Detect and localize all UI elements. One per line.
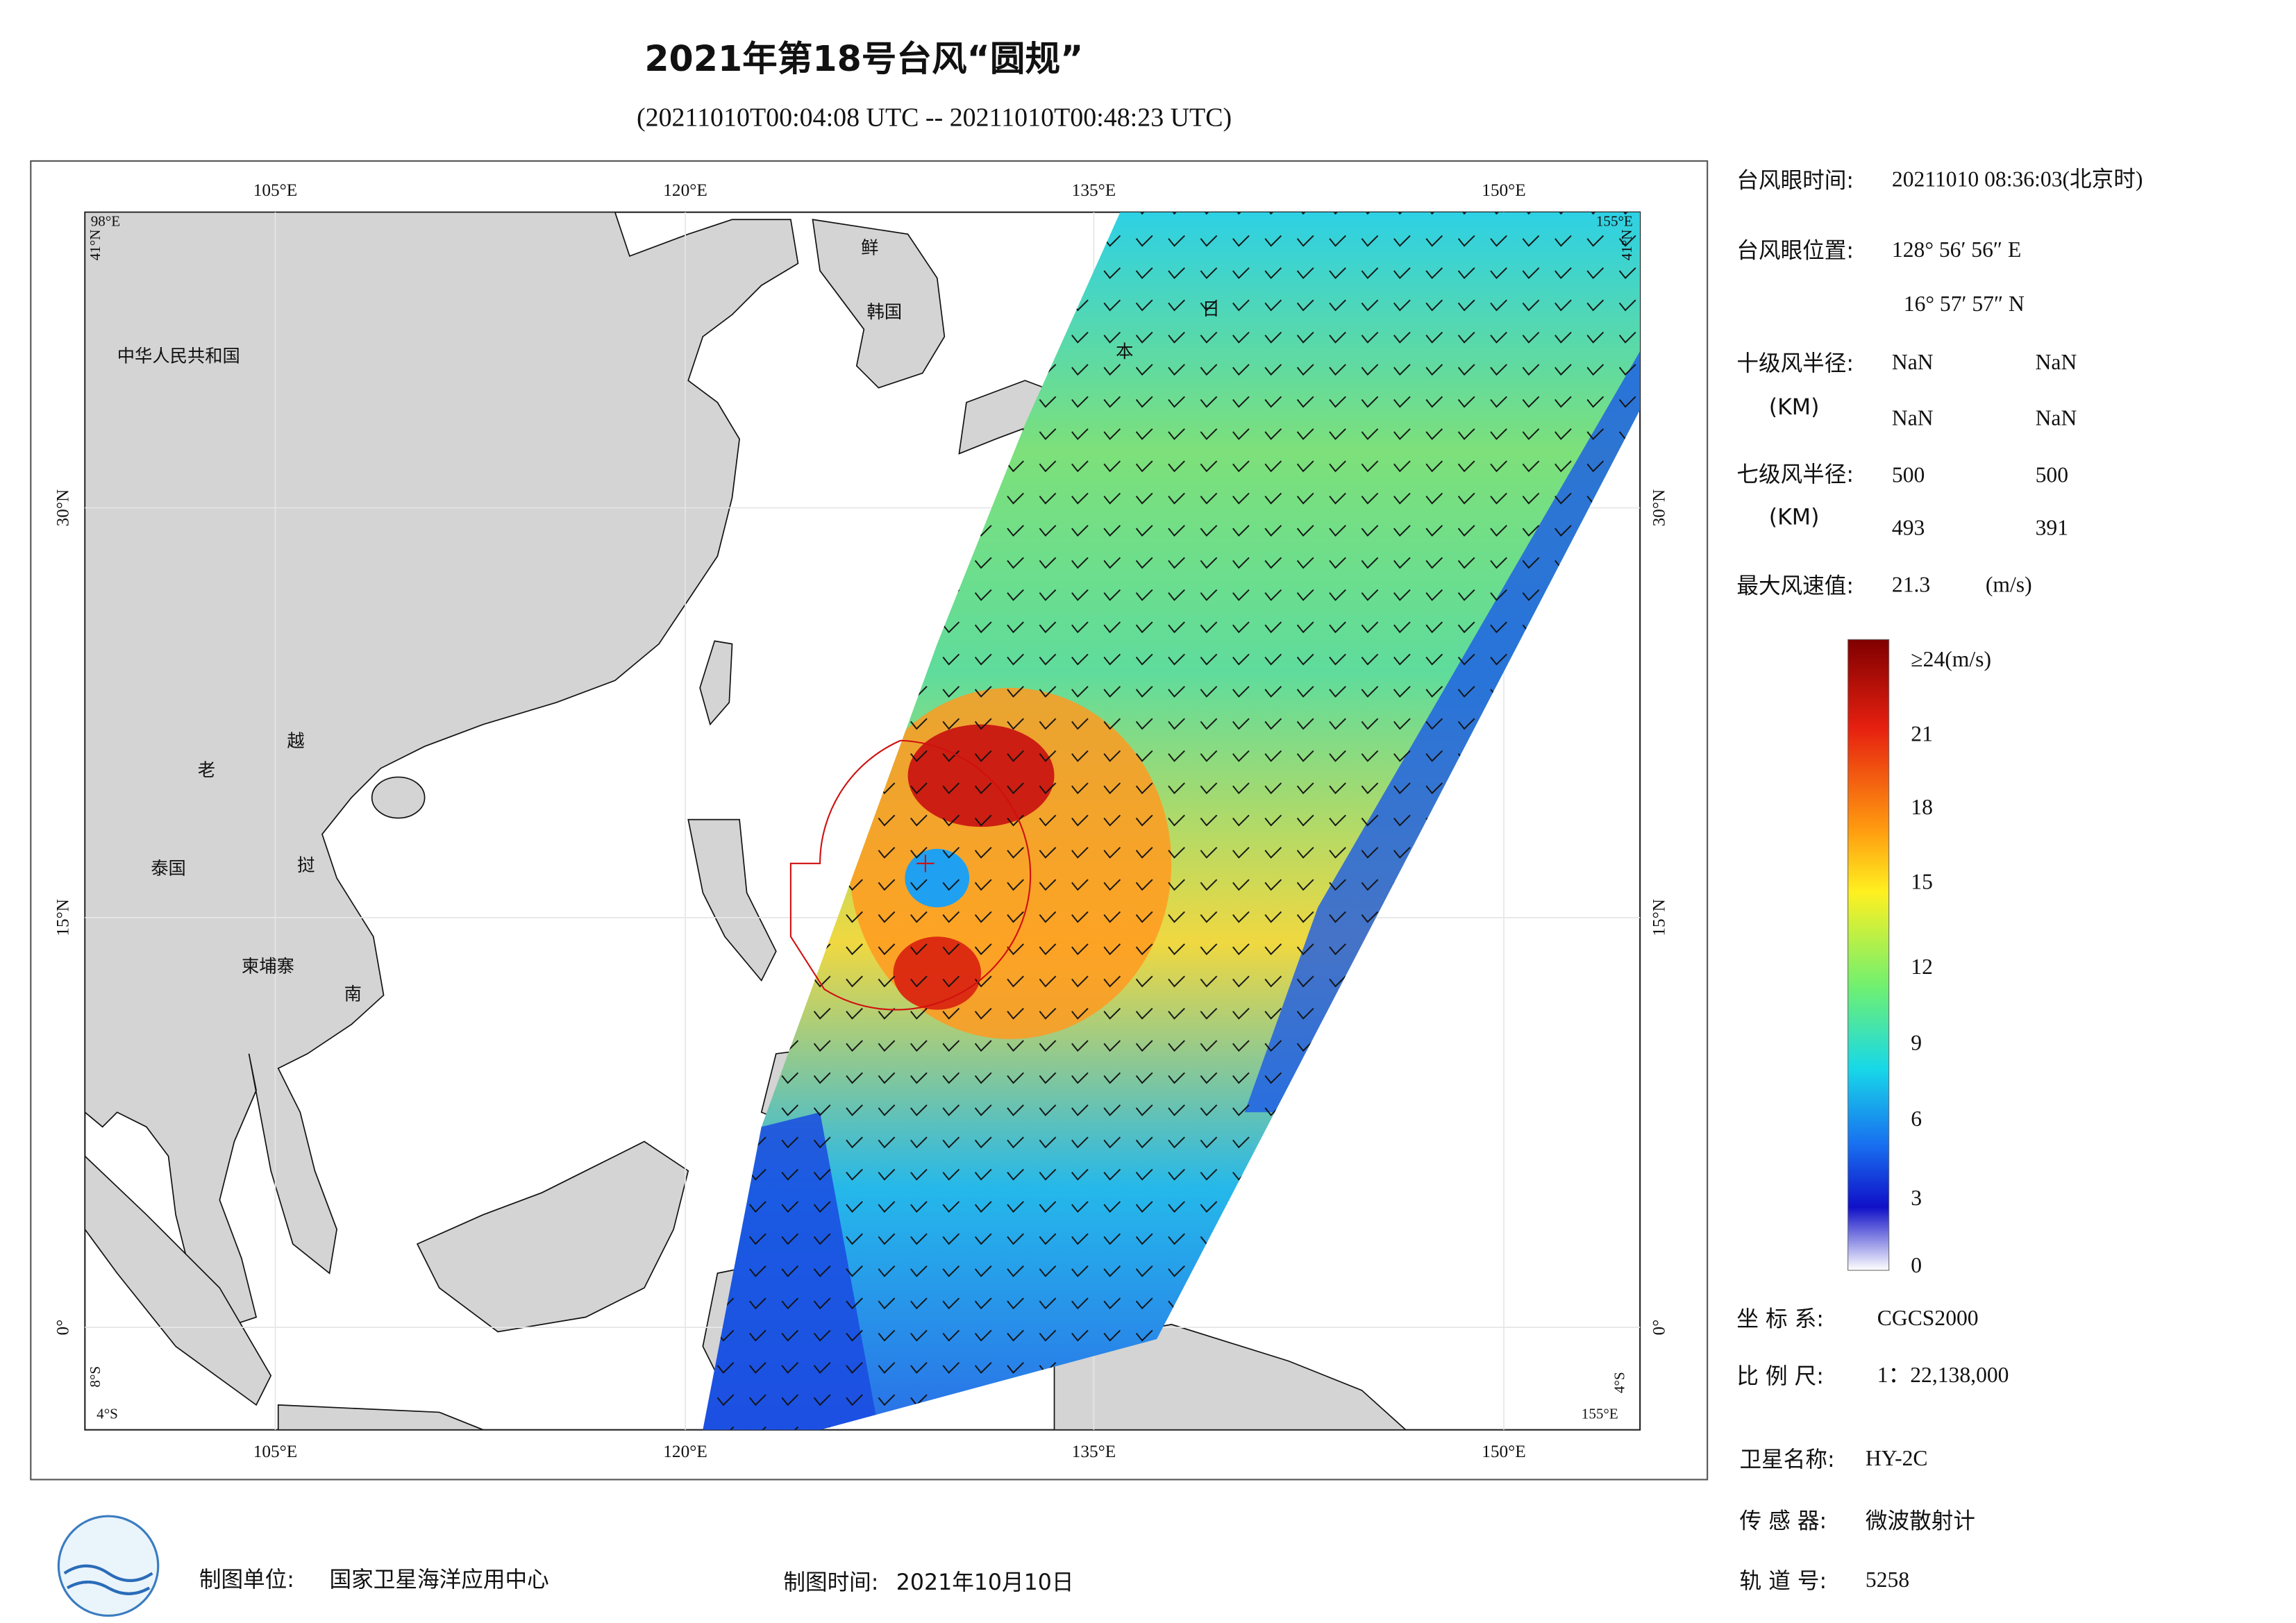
place-label: 本 <box>1116 342 1133 362</box>
info-label: 比 例 尺: <box>1736 1364 1824 1389</box>
place-label: 中华人民共和国 <box>117 346 240 366</box>
colorbar-label: 15 <box>1911 870 1933 894</box>
shape <box>416 1141 689 1333</box>
lon-label: 150°E <box>1482 180 1526 200</box>
lon-label: 105°E <box>253 180 298 200</box>
place-label: 挝 <box>297 855 315 875</box>
shape <box>63 1564 153 1595</box>
colorbar-label: 21 <box>1911 722 1933 746</box>
info-label: 十级风半径: <box>1736 351 1854 376</box>
info-unit: (KM) <box>1769 505 1820 530</box>
colorbar-label: 9 <box>1911 1031 1922 1055</box>
subtitle: (20211010T00:04:08 UTC -- 20211010T00:48… <box>637 103 1232 133</box>
shape <box>371 776 426 819</box>
lat-label: 30°N <box>1649 489 1668 527</box>
lon-label: 120°E <box>663 180 707 200</box>
info-value: 微波散射计 <box>1866 1509 1975 1534</box>
place-label: 越 <box>287 731 304 751</box>
info-value: NaN <box>1892 350 1934 374</box>
info-value: 1：22,138,000 <box>1877 1363 2009 1387</box>
info-value: NaN <box>2036 405 2077 430</box>
info-label: 台风眼时间: <box>1736 168 1854 193</box>
shape <box>85 1155 272 1406</box>
frame <box>30 160 1709 1481</box>
corner-label: 4°S <box>1611 1372 1628 1393</box>
info-value: 21.3 <box>1892 573 1930 597</box>
colorbar <box>1847 639 1890 1271</box>
place-label: 南 <box>344 984 362 1004</box>
shape <box>277 1404 484 1430</box>
info-value: 16° 57′ 57″ N <box>1904 292 2025 316</box>
lat-label: 30°N <box>53 489 73 527</box>
info-label: 卫星名称: <box>1740 1447 1835 1472</box>
place-label: 韩国 <box>867 302 903 322</box>
info-value: 500 <box>2036 463 2068 487</box>
info-value: 128° 56′ 56″ E <box>1892 237 2021 262</box>
corner-label: 4°S <box>97 1405 118 1422</box>
corner-label: 155°E <box>1582 1405 1618 1422</box>
info-value: 20211010 08:36:03(北京时) <box>1892 167 2143 192</box>
logo <box>57 1515 160 1617</box>
corner-label: 155°E <box>1596 212 1633 229</box>
info-value: 391 <box>2036 515 2068 539</box>
shape <box>1053 1324 1407 1430</box>
colorbar-label: 3 <box>1911 1186 1922 1210</box>
info-unit: (KM) <box>1769 395 1820 420</box>
colorbar-label: ≥24(m/s) <box>1911 647 1991 671</box>
info-label: 坐 标 系: <box>1736 1307 1824 1332</box>
shape <box>812 219 946 389</box>
shape: 2021年第18号台风“圆规” (20211010T00:04:08 UTC -… <box>199 38 2143 1595</box>
shape <box>699 640 733 726</box>
lon-label: 120°E <box>663 1442 707 1461</box>
info-value: NaN <box>1892 405 1934 430</box>
lon-label: 105°E <box>253 1442 298 1461</box>
shape <box>57 1515 160 1617</box>
info-value: CGCS2000 <box>1877 1306 1979 1330</box>
footer-label: 制图单位: <box>199 1567 294 1592</box>
lat-label: 0° <box>53 1320 73 1336</box>
info-label: 最大风速值: <box>1736 573 1854 598</box>
info-label: 传 感 器: <box>1740 1509 1827 1534</box>
typhoon-eye <box>916 855 935 873</box>
title: 2021年第18号台风“圆规” <box>644 38 1083 79</box>
info-value: HY-2C <box>1866 1446 1928 1470</box>
corner-label: 98°E <box>91 212 120 229</box>
place-label: 泰国 <box>151 858 186 878</box>
corner-label: 8°S <box>87 1366 103 1388</box>
corner-label: 41°N <box>1618 230 1635 261</box>
info-label: 七级风半径: <box>1736 462 1854 487</box>
info-unit: (m/s) <box>1986 573 2032 597</box>
place-label: 柬埔寨 <box>242 957 294 977</box>
lat-label: 15°N <box>1649 899 1668 936</box>
colorbar-label: 18 <box>1911 795 1933 819</box>
footer-value: 2021年10月10日 <box>896 1570 1074 1595</box>
lon-label: 135°E <box>1072 1442 1116 1461</box>
info-value: 493 <box>1892 515 1925 539</box>
footer-value: 国家卫星海洋应用中心 <box>330 1567 549 1592</box>
lat-label: 0° <box>1649 1320 1668 1336</box>
info-label: 台风眼位置: <box>1736 239 1854 264</box>
info-value: 5258 <box>1866 1567 1909 1592</box>
colorbar-label: 12 <box>1911 955 1933 979</box>
shape <box>687 818 777 982</box>
lon-label: 150°E <box>1482 1442 1526 1461</box>
lat-label: 15°N <box>53 899 73 936</box>
colorbar-label: 0 <box>1911 1253 1922 1277</box>
footer-label: 制图时间: <box>783 1570 878 1595</box>
colorbar-label: 6 <box>1911 1107 1922 1131</box>
info-label: 轨 道 号: <box>1740 1569 1827 1594</box>
place-label: 鲜 <box>861 237 878 258</box>
wind-radius <box>789 739 1032 1011</box>
place-label: 日 <box>1203 299 1220 319</box>
lon-label: 135°E <box>1072 180 1116 200</box>
info-value: 500 <box>1892 463 1925 487</box>
info-value: NaN <box>2036 350 2077 374</box>
shape <box>85 212 799 1325</box>
corner-label: 41°N <box>87 230 103 261</box>
place-label: 老 <box>198 760 215 780</box>
